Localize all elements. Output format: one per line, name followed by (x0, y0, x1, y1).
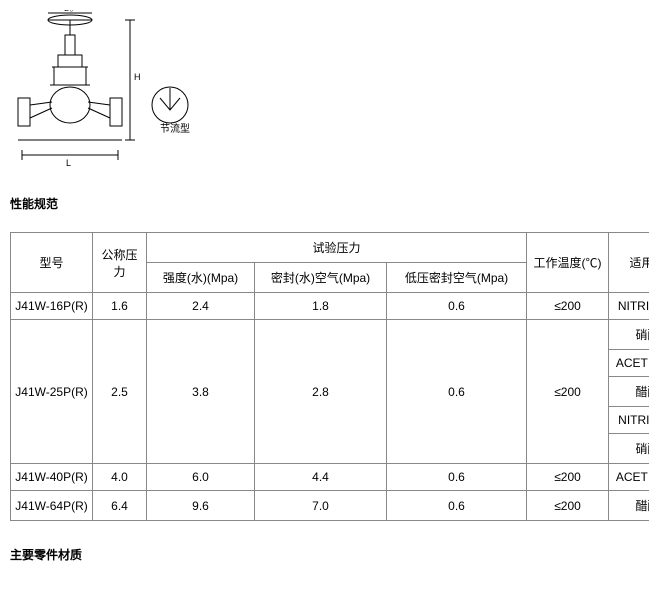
cell-strength: 9.6 (147, 491, 255, 521)
cell-strength: 3.8 (147, 320, 255, 464)
cell-strength: 2.4 (147, 293, 255, 320)
header-media: 适用介质 (609, 233, 649, 293)
cell-low: 0.6 (387, 491, 527, 521)
valve-diagram-icon: L D₀ H (10, 10, 210, 170)
cell-media: ACETIC ACID (609, 350, 649, 377)
header-nominal-pressure: 公称压力 (93, 233, 147, 293)
cell-temp: ≤200 (527, 320, 609, 464)
cell-seal: 1.8 (255, 293, 387, 320)
spec-table: 型号 公称压力 试验压力 工作温度(℃) 适用介质 强度(水)(Mpa) 密封(… (10, 232, 649, 521)
header-seal: 密封(水)空气(Mpa) (255, 263, 387, 293)
header-strength: 强度(水)(Mpa) (147, 263, 255, 293)
valve-diagram-area: L D₀ H 节流型 (10, 10, 639, 170)
cell-media: 硝酸类 (609, 320, 649, 350)
cell-nominal: 4.0 (93, 464, 147, 491)
cell-temp: ≤200 (527, 491, 609, 521)
cell-media: ACETIC ACID (609, 464, 649, 491)
header-working-temp: 工作温度(℃) (527, 233, 609, 293)
cell-temp: ≤200 (527, 293, 609, 320)
cell-seal: 4.4 (255, 464, 387, 491)
cell-model: J41W-64P(R) (11, 491, 93, 521)
cell-model: J41W-16P(R) (11, 293, 93, 320)
header-test-pressure: 试验压力 (147, 233, 527, 263)
cell-model: J41W-40P(R) (11, 464, 93, 491)
cell-media: 醋酸类 (609, 491, 649, 521)
svg-text:L: L (66, 158, 71, 168)
header-model: 型号 (11, 233, 93, 293)
cell-nominal: 6.4 (93, 491, 147, 521)
cell-nominal: 2.5 (93, 320, 147, 464)
svg-text:H: H (134, 72, 141, 82)
svg-text:D₀: D₀ (64, 10, 73, 13)
cell-media: 硝酸类 (609, 434, 649, 464)
cell-nominal: 1.6 (93, 293, 147, 320)
throttle-label: 节流型 (160, 120, 190, 135)
cell-temp: ≤200 (527, 464, 609, 491)
cell-model: J41W-25P(R) (11, 320, 93, 464)
cell-low: 0.6 (387, 464, 527, 491)
cell-media: 醋酸类 (609, 377, 649, 407)
cell-seal: 7.0 (255, 491, 387, 521)
header-low-seal: 低压密封空气(Mpa) (387, 263, 527, 293)
performance-heading: 性能规范 (10, 195, 639, 212)
cell-low: 0.6 (387, 320, 527, 464)
cell-seal: 2.8 (255, 320, 387, 464)
cell-media: NITRIV ACID (609, 407, 649, 434)
cell-strength: 6.0 (147, 464, 255, 491)
cell-media: NITRIC ACID (609, 293, 649, 320)
cell-low: 0.6 (387, 293, 527, 320)
